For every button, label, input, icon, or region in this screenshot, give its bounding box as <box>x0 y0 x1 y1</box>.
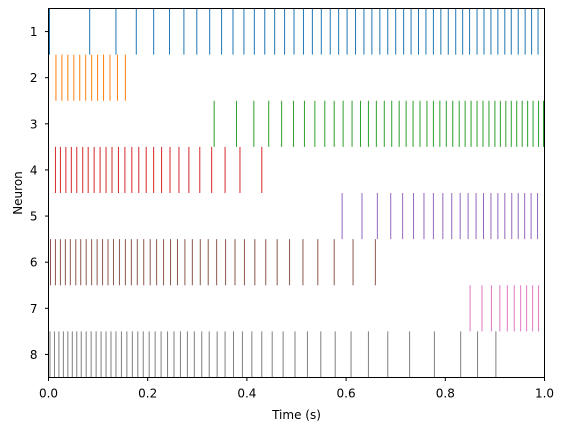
y-tick-label: 5 <box>30 210 38 224</box>
y-axis-label: Neuron <box>11 171 25 215</box>
y-axis: 1 2 3 4 5 6 7 8 <box>30 25 49 362</box>
y-tick-label: 4 <box>30 163 38 177</box>
spike-train-4 <box>54 146 263 193</box>
x-tick-label: 0.4 <box>237 387 256 401</box>
y-tick-label: 3 <box>30 117 38 131</box>
x-axis: 0.0 0.2 0.4 0.6 0.8 1.0 <box>39 377 554 401</box>
spike-events <box>48 8 545 378</box>
spike-train-6 <box>49 239 376 286</box>
y-tick-label: 2 <box>30 71 38 85</box>
y-tick-label: 8 <box>30 348 38 362</box>
y-tick-label: 6 <box>30 256 38 270</box>
spike-train-7 <box>469 285 540 332</box>
spike-train-8 <box>49 331 497 378</box>
x-tick-label: 0.8 <box>436 387 455 401</box>
x-tick-label: 0.2 <box>138 387 157 401</box>
x-tick-label: 0.0 <box>39 387 58 401</box>
plot-area-frame <box>48 8 545 378</box>
x-tick-label: 0.6 <box>337 387 356 401</box>
spike-train-3 <box>213 100 545 147</box>
spike-train-5 <box>341 193 539 240</box>
x-axis-label: Time (s) <box>271 408 321 422</box>
x-tick-label: 1.0 <box>535 387 554 401</box>
spike-train-1 <box>48 8 539 55</box>
spike-train-2 <box>55 54 126 101</box>
y-tick-label: 7 <box>30 302 38 316</box>
y-tick-label: 1 <box>30 25 38 39</box>
